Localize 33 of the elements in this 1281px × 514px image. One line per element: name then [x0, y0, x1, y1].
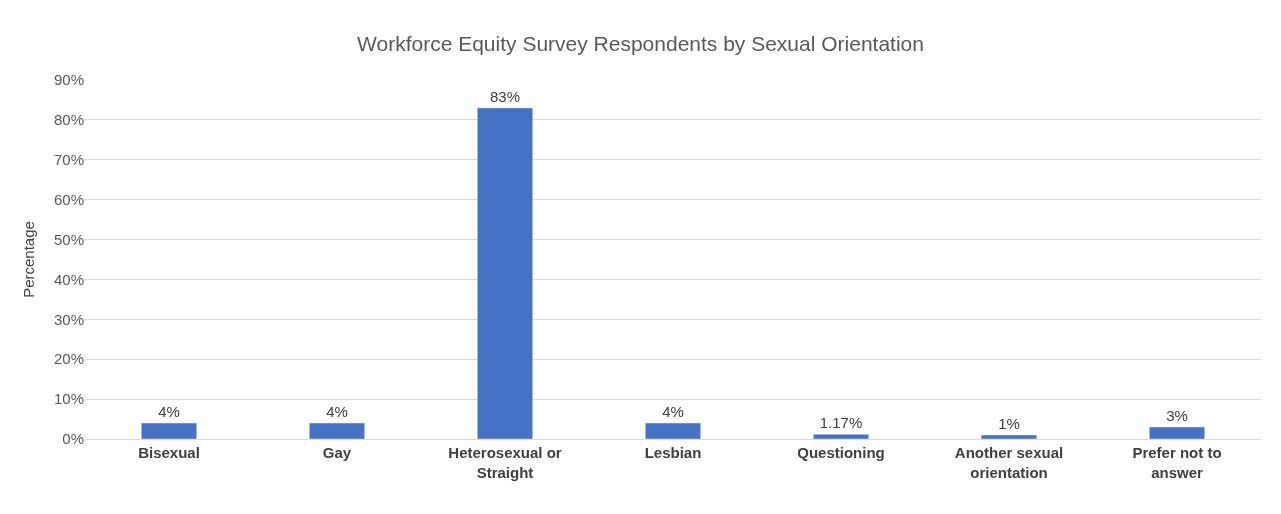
data-label: 4% — [158, 403, 180, 421]
y-axis-title: Percentage — [20, 221, 38, 298]
bar — [477, 107, 533, 439]
x-tick-label: Prefer not to answer — [1132, 444, 1222, 481]
x-tick-label: Heterosexual or Straight — [448, 444, 562, 481]
bar — [981, 434, 1037, 439]
x-tick-label: Questioning — [797, 444, 885, 461]
x-tick-label: Lesbian — [644, 444, 702, 461]
data-label: 1.17% — [819, 414, 863, 432]
y-tick-label: 80% — [53, 111, 84, 129]
y-tick-label: 0% — [62, 430, 84, 448]
bar — [309, 422, 365, 439]
y-tick-label: 60% — [53, 190, 84, 208]
bar — [645, 422, 701, 439]
bar — [141, 422, 197, 439]
y-tick-label: 70% — [53, 151, 84, 169]
y-tick-label: 40% — [53, 270, 84, 288]
x-tick-label: Another sexual orientation — [954, 444, 1064, 481]
y-tick-label: 30% — [53, 310, 84, 328]
x-tick-label: Bisexual — [138, 444, 200, 461]
y-tick-label: 10% — [53, 390, 84, 408]
data-label: 4% — [662, 403, 684, 421]
data-label: 3% — [1166, 407, 1188, 425]
y-tick-label: 50% — [53, 230, 84, 248]
bar — [1149, 426, 1205, 439]
chart-title: Workforce Equity Survey Respondents by Sexual Orientation — [357, 31, 924, 55]
bar — [813, 434, 869, 439]
data-label: 4% — [326, 403, 348, 421]
x-tick-label: Gay — [322, 444, 352, 461]
y-tick-label: 20% — [53, 350, 84, 368]
y-tick-label: 90% — [53, 71, 84, 89]
data-label: 1% — [998, 415, 1020, 433]
data-label: 83% — [489, 87, 521, 105]
